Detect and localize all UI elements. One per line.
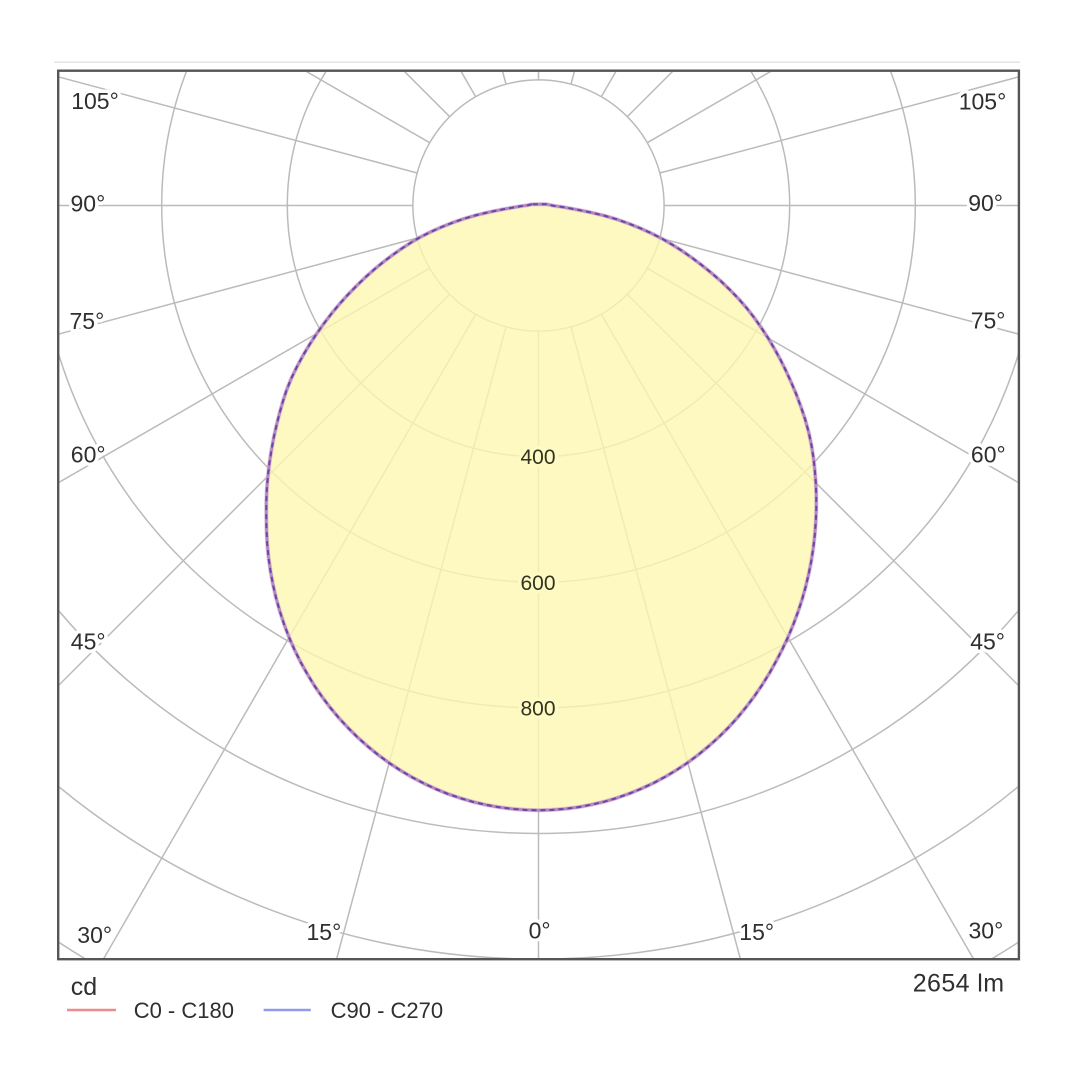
svg-text:60°: 60° <box>971 442 1006 468</box>
svg-text:cd: cd <box>71 973 97 1001</box>
svg-text:90°: 90° <box>71 190 106 216</box>
svg-text:0°: 0° <box>529 918 551 944</box>
svg-text:400: 400 <box>520 446 555 469</box>
svg-text:2654 lm: 2654 lm <box>913 970 1005 998</box>
svg-text:15°: 15° <box>307 919 342 945</box>
svg-text:45°: 45° <box>71 628 106 654</box>
svg-text:800: 800 <box>520 697 555 720</box>
svg-text:90°: 90° <box>968 190 1003 216</box>
svg-text:30°: 30° <box>969 918 1004 944</box>
svg-text:75°: 75° <box>971 307 1006 333</box>
svg-text:C0 - C180: C0 - C180 <box>134 998 234 1023</box>
svg-text:105°: 105° <box>959 89 1007 115</box>
svg-text:C90 - C270: C90 - C270 <box>331 998 444 1023</box>
svg-text:105°: 105° <box>71 88 119 114</box>
svg-text:15°: 15° <box>739 919 774 945</box>
svg-text:30°: 30° <box>77 922 112 948</box>
svg-text:45°: 45° <box>970 628 1005 654</box>
svg-text:600: 600 <box>520 572 555 595</box>
svg-text:60°: 60° <box>71 441 106 467</box>
svg-text:75°: 75° <box>70 308 105 334</box>
